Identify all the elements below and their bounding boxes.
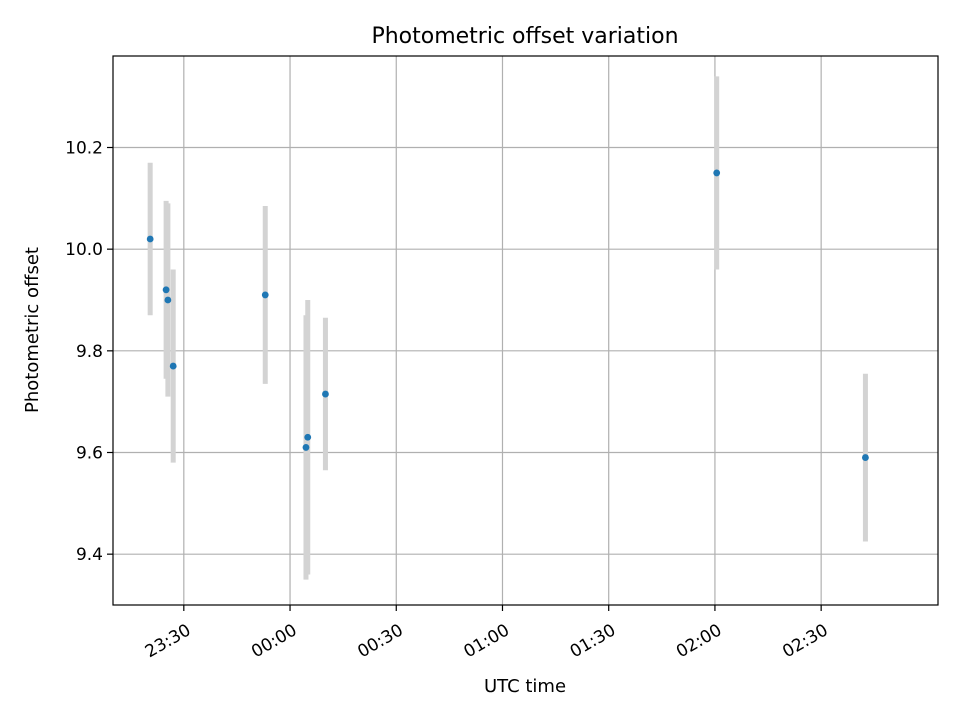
- x-tick-label: 00:30: [354, 620, 406, 662]
- error-bars: [147, 76, 868, 580]
- y-tick-label: 9.6: [76, 444, 103, 464]
- y-tick-label: 9.4: [76, 545, 103, 565]
- chart-title: Photometric offset variation: [371, 24, 678, 49]
- data-point: [322, 390, 329, 398]
- data-point: [164, 296, 172, 304]
- x-tick-label: 01:00: [461, 620, 513, 662]
- plot-frame: [112, 55, 939, 606]
- data-point: [162, 286, 170, 294]
- data-point: [169, 362, 177, 370]
- x-tick-label: 01:30: [567, 620, 619, 662]
- y-tick-label: 9.8: [76, 342, 103, 362]
- y-tick-label: 10.0: [65, 240, 103, 260]
- x-tick-label: 23:30: [142, 620, 194, 662]
- data-point: [862, 454, 869, 461]
- y-axis: 9.4 9.6 9.8 10.0 10.2: [65, 139, 113, 565]
- data-point: [146, 235, 154, 243]
- data-points: [146, 169, 869, 461]
- x-tick-label: 02:00: [673, 620, 725, 662]
- data-point: [304, 433, 312, 441]
- data-point: [261, 291, 269, 299]
- x-tick-label: 00:00: [248, 620, 300, 662]
- x-axis-label: UTC time: [484, 676, 566, 697]
- data-point: [713, 169, 721, 177]
- grid: [113, 56, 938, 605]
- y-axis-label: Photometric offset: [22, 247, 43, 413]
- y-tick-label: 10.2: [65, 139, 103, 159]
- data-point: [302, 444, 310, 451]
- x-axis: 23:30 00:00 00:30 01:00 01:30 02:00 02:30: [142, 605, 832, 662]
- x-tick-label: 02:30: [779, 620, 831, 662]
